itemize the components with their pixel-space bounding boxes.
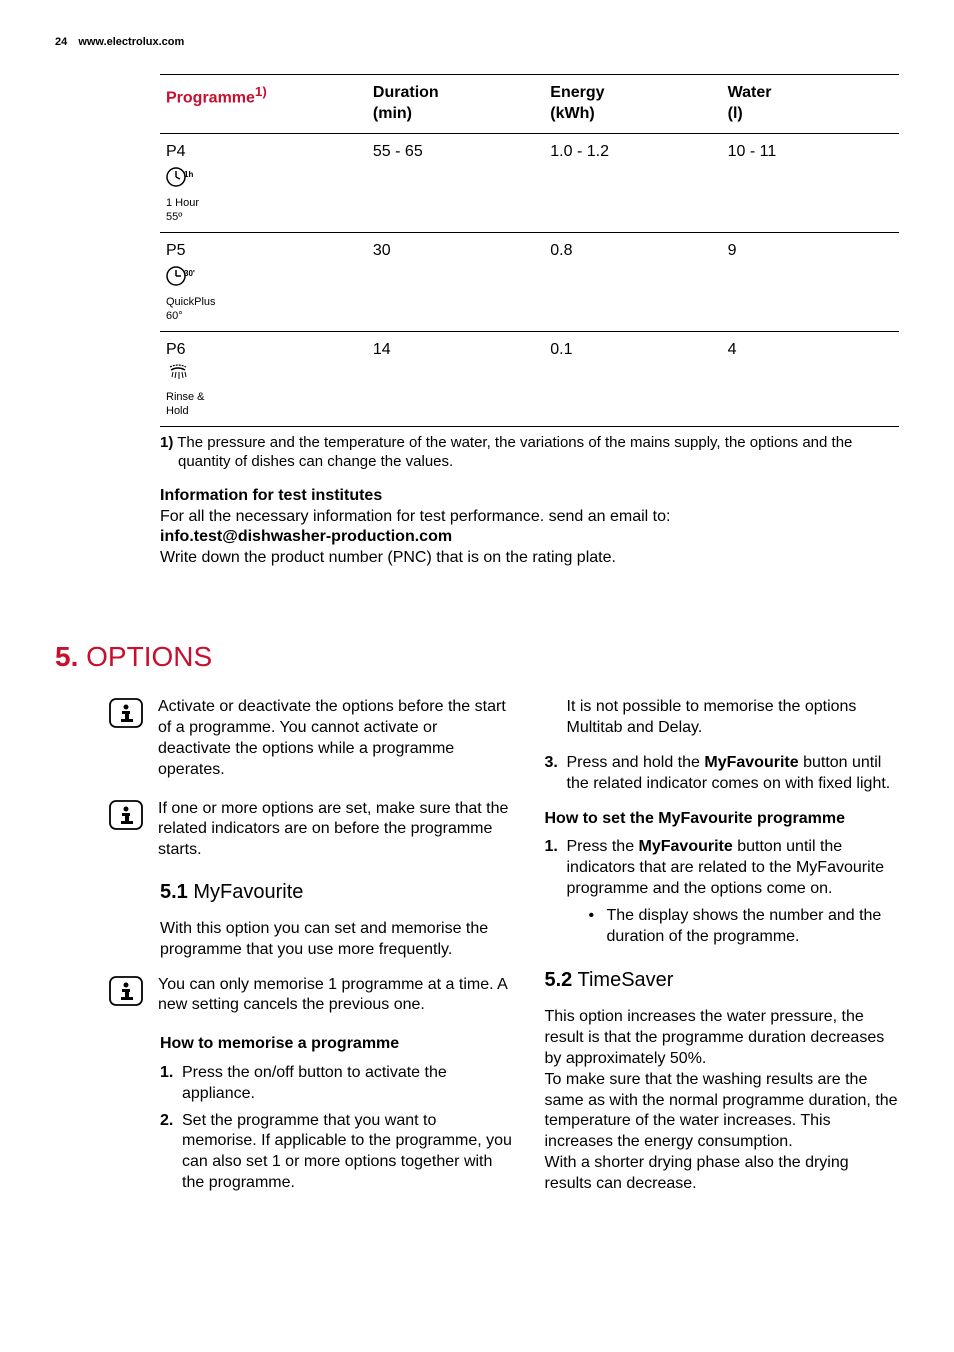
sub52-num: 5.2 [545, 969, 573, 991]
how-memorise-title: How to memorise a programme [160, 1034, 515, 1055]
test-info-email: info.test@dishwasher-production.com [160, 527, 899, 548]
section-5-title: OPTIONS [86, 641, 212, 672]
th-programme: Programme1) [160, 75, 367, 134]
info-block-3: You can only memorise 1 programme at a t… [108, 975, 515, 1017]
prog-p5-sub2: 60° [166, 310, 361, 323]
p4-energy: 1.0 - 1.2 [544, 133, 721, 232]
info-icon [108, 799, 144, 831]
set-bullet: • The display shows the number and the d… [589, 906, 900, 948]
prog-p4-sub1: 1 Hour [166, 197, 361, 210]
test-info-line2: Write down the product number (PNC) that… [160, 548, 899, 569]
sub52-text: This option increases the water pressure… [545, 1007, 900, 1194]
p5-water: 9 [722, 232, 899, 331]
p6-energy: 0.1 [544, 331, 721, 426]
table-row: P4 1h 1 Hour 55º 55 - 65 1.0 - 1.2 10 - [160, 133, 899, 232]
prog-p4-sub2: 55º [166, 211, 361, 224]
prog-p4: P4 [166, 142, 361, 163]
sub51-intro: With this option you can set and memoris… [160, 919, 515, 961]
table-row: P6 Rinse & Hold [160, 331, 899, 426]
test-info-title: Information for test institutes [160, 486, 899, 507]
how-set-title: How to set the MyFavourite programme [545, 809, 900, 830]
p5-energy: 0.8 [544, 232, 721, 331]
test-institutes-info: Information for test institutes For all … [160, 486, 899, 569]
clock-1h-icon: 1h [166, 165, 361, 196]
p4-duration: 55 - 65 [367, 133, 544, 232]
sub52-title: TimeSaver [578, 969, 674, 991]
p4-water: 10 - 11 [722, 133, 899, 232]
info-1-text: Activate or deactivate the options befor… [158, 697, 515, 780]
header-url: www.electrolux.com [78, 36, 184, 48]
table-row: P5 30' QuickPlus 60° 30 0.8 9 [160, 232, 899, 331]
clock-30-icon: 30' [166, 264, 361, 295]
programme-table: Programme1) Duration (min) Energy (kWh) … [160, 74, 899, 427]
subsection-5-2: 5.2 TimeSaver [545, 967, 900, 993]
prog-p6-sub2: Hold [166, 405, 361, 418]
page-header: 24 www.electrolux.com [55, 35, 899, 49]
p5-duration: 30 [367, 232, 544, 331]
p6-water: 4 [722, 331, 899, 426]
section-5-num: 5. [55, 641, 78, 672]
svg-text:1h: 1h [184, 170, 193, 179]
subsection-5-1: 5.1 MyFavourite [160, 879, 515, 905]
info-2-text: If one or more options are set, make sur… [158, 799, 515, 861]
page-number: 24 [55, 36, 67, 48]
mem-note: It is not possible to memorise the optio… [567, 697, 900, 739]
test-info-line1: For all the necessary information for te… [160, 507, 899, 528]
table-footnote: 1) The pressure and the temperature of t… [160, 433, 899, 472]
mem-step-3: 3. Press and hold the MyFavourite button… [545, 753, 900, 795]
info-icon [108, 697, 144, 729]
th-energy: Energy (kWh) [544, 75, 721, 134]
info-3-text: You can only memorise 1 programme at a t… [158, 975, 515, 1017]
info-icon [108, 975, 144, 1007]
prog-p6: P6 [166, 340, 361, 361]
info-block-2: If one or more options are set, make sur… [108, 799, 515, 861]
set-step-1: 1. Press the MyFavourite button until th… [545, 837, 900, 947]
footnote-text: The pressure and the temperature of the … [177, 434, 852, 471]
info-block-1: Activate or deactivate the options befor… [108, 697, 515, 780]
programme-table-wrapper: Programme1) Duration (min) Energy (kWh) … [160, 74, 899, 427]
th-duration: Duration (min) [367, 75, 544, 134]
p6-duration: 14 [367, 331, 544, 426]
sub51-num: 5.1 [160, 881, 188, 903]
sub51-title: MyFavourite [193, 881, 303, 903]
footnote-num: 1) [160, 434, 173, 451]
th-water: Water (l) [722, 75, 899, 134]
prog-p6-sub1: Rinse & [166, 391, 361, 404]
mem-step-1: 1. Press the on/off button to activate t… [160, 1063, 515, 1105]
prog-p5-sub1: QuickPlus [166, 296, 361, 309]
prog-p5: P5 [166, 241, 361, 262]
svg-text:30': 30' [184, 269, 195, 278]
mem-step-2: 2. Set the programme that you want to me… [160, 1111, 515, 1194]
section-5-heading: 5. OPTIONS [55, 639, 899, 675]
shower-icon [166, 363, 361, 390]
